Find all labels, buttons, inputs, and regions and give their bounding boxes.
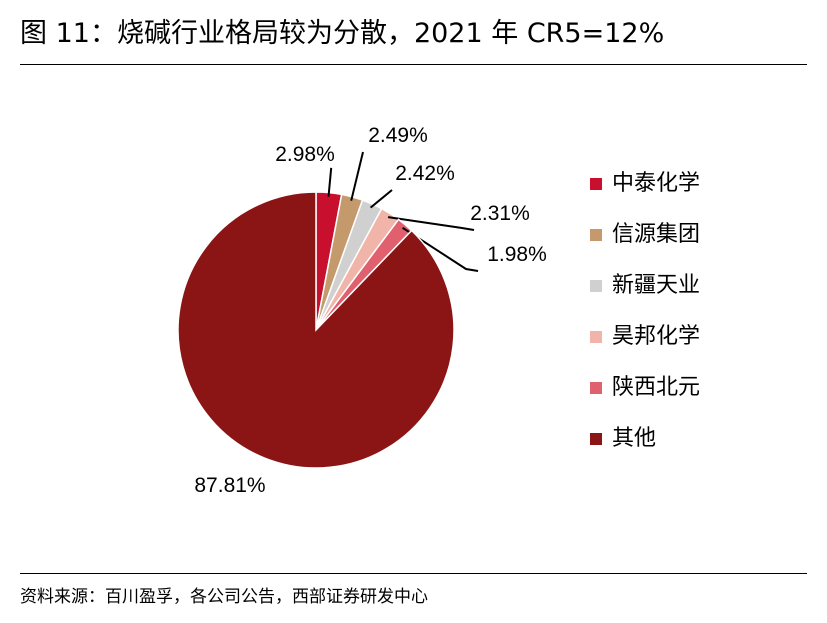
legend-label: 新疆天业 (612, 273, 701, 298)
data-label: 2.49% (368, 124, 428, 147)
legend-swatch (590, 433, 602, 445)
data-label: 87.81% (194, 474, 265, 497)
source-note: 资料来源：百川盈孚，各公司公告，西部证券研发中心 (20, 587, 428, 607)
legend-swatch (590, 229, 602, 241)
legend-label: 信源集团 (612, 222, 701, 247)
leader-line (350, 151, 364, 201)
legend-swatch (590, 178, 602, 190)
legend-label: 昊邦化学 (612, 324, 701, 349)
data-label: 2.98% (275, 143, 335, 166)
legend-label: 陕西北元 (612, 375, 701, 400)
data-label: 2.31% (470, 202, 530, 225)
legend-swatch (590, 331, 602, 343)
legend-swatch (590, 280, 602, 292)
legend-label: 其他 (612, 426, 657, 451)
top-divider (20, 64, 807, 65)
leader-line (369, 189, 393, 209)
legend-swatch (590, 382, 602, 394)
data-label: 2.42% (395, 162, 455, 185)
leader-line (387, 216, 475, 231)
leader-line (402, 226, 479, 272)
chart-title: 图 11：烧碱行业格局较为分散，2021 年 CR5=12% (20, 18, 665, 49)
legend-label: 中泰化学 (612, 171, 701, 196)
bottom-divider (20, 573, 807, 574)
data-label: 1.98% (487, 243, 547, 266)
leader-line (327, 167, 333, 197)
pie-slice (177, 191, 455, 469)
